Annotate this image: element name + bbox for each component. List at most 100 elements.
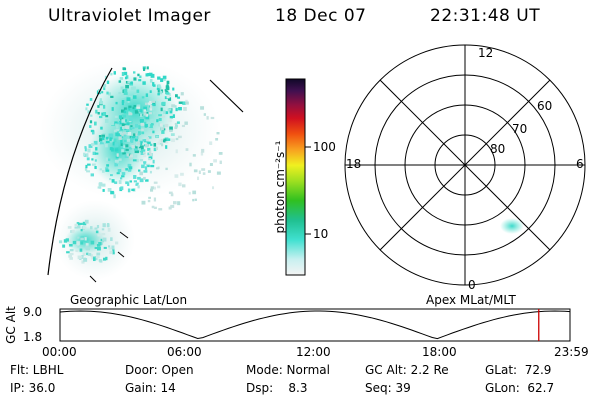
- info-gc-alt: GC Alt: 2.2 Re: [365, 363, 449, 377]
- aurora-pixel: [89, 120, 93, 124]
- aurora-pixel: [145, 179, 149, 182]
- aurora-pixel: [105, 118, 109, 123]
- aurora-pixel: [90, 114, 93, 117]
- aurora-pixel: [86, 252, 89, 256]
- aurora-pixel: [84, 237, 87, 241]
- aurora-pixel: [201, 148, 205, 153]
- aurora-pixel: [126, 110, 130, 114]
- aurora-pixel: [127, 107, 131, 111]
- aurora-pixel: [128, 117, 133, 122]
- aurora-pixel: [105, 115, 109, 118]
- aurora-pixel: [156, 119, 159, 123]
- aurora-pixel: [182, 184, 186, 188]
- aurora-pixel: [139, 171, 144, 176]
- info-glon: GLon: 62.7: [485, 381, 555, 395]
- aurora-pixel: [160, 138, 163, 143]
- aurora-pixel: [94, 121, 97, 126]
- aurora-pixel: [121, 123, 126, 127]
- gc-alt-axis-label: GC Alt: [3, 306, 18, 344]
- geographic-label: Geographic Lat/Lon: [70, 293, 188, 307]
- aurora-pixel: [81, 260, 85, 264]
- aurora-pixel: [97, 234, 102, 237]
- aurora-pixel: [83, 258, 88, 262]
- aurora-pixel: [119, 77, 124, 80]
- aurora-pixel: [110, 237, 113, 241]
- aurora-pixel: [136, 104, 141, 108]
- aurora-pixel: [138, 125, 141, 130]
- aurora-pixel: [99, 115, 103, 119]
- aurora-pixel: [128, 156, 133, 160]
- aurora-pixel: [164, 123, 169, 128]
- aurora-pixel: [150, 127, 154, 130]
- aurora-pixel: [130, 127, 135, 130]
- aurora-pixel: [105, 167, 109, 170]
- aurora-pixel: [167, 118, 172, 123]
- aurora-pixel: [117, 121, 120, 125]
- aurora-pixel: [82, 252, 86, 257]
- aurora-pixel: [133, 71, 136, 74]
- aurora-pixel: [126, 153, 129, 157]
- aurora-pixel: [155, 146, 159, 151]
- aurora-pixel: [169, 115, 173, 119]
- aurora-pixel: [67, 226, 72, 229]
- aurora-pixel: [149, 124, 153, 128]
- aurora-pixel: [118, 80, 122, 83]
- aurora-pixel: [135, 123, 138, 128]
- info-door: Door: Open: [125, 363, 194, 377]
- aurora-pixel: [121, 175, 125, 178]
- aurora-pixel: [99, 138, 103, 142]
- aurora-pixel: [98, 259, 102, 262]
- aurora-pixel: [210, 116, 215, 120]
- aurora-pixel: [153, 197, 157, 202]
- aurora-pixel: [95, 147, 98, 151]
- aurora-pixel: [172, 87, 175, 91]
- aurora-pixel: [170, 133, 175, 137]
- aurora-pixel: [153, 143, 157, 147]
- aurora-pixel: [134, 138, 138, 142]
- aurora-pixel: [171, 138, 175, 143]
- aurora-pixel: [106, 91, 109, 95]
- aurora-pixel: [88, 144, 93, 148]
- info-dsp: Dsp: 8.3: [246, 381, 308, 395]
- aurora-pixel: [149, 112, 152, 115]
- aurora-pixel: [141, 200, 146, 205]
- aurora-pixel: [127, 182, 130, 186]
- aurora-pixel: [123, 88, 128, 93]
- aurora-pixel: [114, 159, 119, 163]
- aurora-pixel: [166, 138, 171, 141]
- aurora-pixel: [148, 150, 152, 155]
- aurora-pixel: [101, 134, 105, 138]
- aurora-pixel: [156, 167, 160, 170]
- aurora-pixel: [136, 182, 139, 185]
- aurora-pixel: [97, 105, 100, 108]
- aurora-pixel: [156, 135, 159, 138]
- aurora-pixel: [109, 250, 113, 255]
- aurora-pixel: [145, 102, 148, 105]
- instrument-title: Ultraviolet Imager: [48, 6, 211, 26]
- aurora-pixel: [122, 114, 127, 118]
- aurora-pixel: [110, 138, 114, 143]
- aurora-pixel: [111, 107, 114, 111]
- aurora-pixel: [122, 152, 126, 155]
- aurora-pixel: [82, 221, 87, 226]
- aurora-pixel: [121, 119, 126, 123]
- aurora-image: [40, 60, 244, 283]
- aurora-pixel: [95, 109, 98, 114]
- aurora-pixel: [102, 223, 106, 228]
- aurora-pixel: [148, 156, 153, 160]
- aurora-pixel: [123, 92, 128, 95]
- aurora-pixel: [99, 98, 102, 101]
- aurora-pixel: [132, 106, 135, 110]
- aurora-pixel: [76, 222, 80, 226]
- aurora-pixel: [108, 158, 111, 161]
- aurora-pixel: [143, 121, 147, 125]
- aurora-pixel: [166, 94, 170, 99]
- aurora-pixel: [175, 124, 178, 128]
- aurora-pixel: [213, 159, 217, 163]
- aurora-pixel: [121, 109, 125, 113]
- aurora-pixel: [133, 77, 137, 81]
- colorbar-tick-10: 10: [313, 227, 329, 241]
- aurora-pixel: [173, 201, 177, 205]
- aurora-pixel: [174, 174, 179, 178]
- aurora-pixel: [97, 112, 100, 115]
